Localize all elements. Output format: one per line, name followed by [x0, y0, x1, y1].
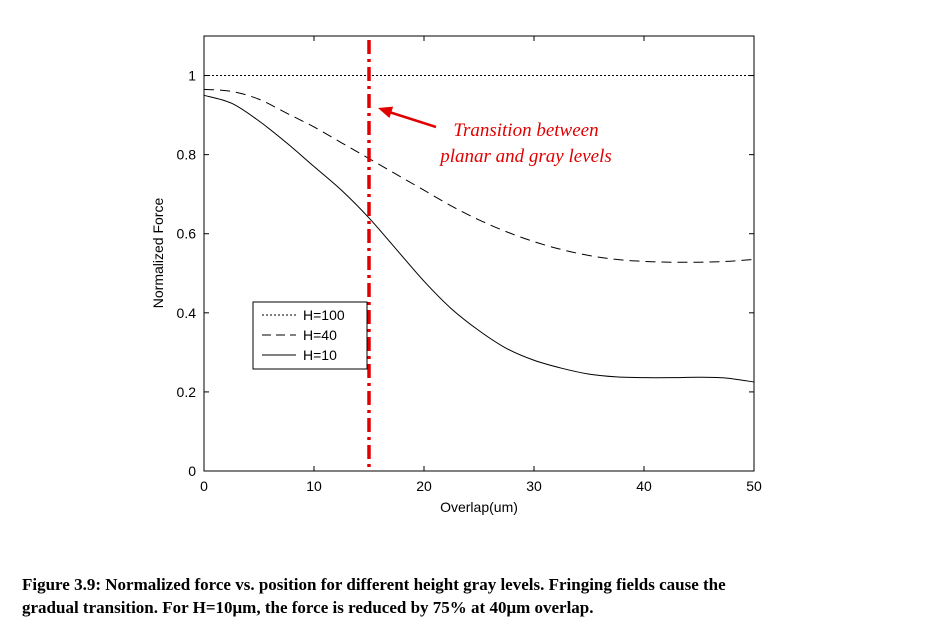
y-tick-label: 0.2: [177, 384, 197, 400]
y-tick-label: 0.4: [177, 305, 197, 321]
x-tick-label: 30: [526, 478, 542, 494]
series-line-h40: [203, 88, 755, 263]
x-axis-label: Overlap(um): [440, 499, 518, 515]
legend-box: [252, 301, 368, 370]
figure-caption: Figure 3.9: Normalized force vs. positio…: [22, 573, 927, 619]
series-line-h10: [203, 94, 755, 383]
annotation-layer: Transition between planar and gray levels: [367, 40, 612, 471]
x-tick-label: 0: [200, 478, 208, 494]
legend-label-h100: H=100: [303, 307, 345, 323]
series-layer: [203, 75, 755, 383]
legend: H=100 H=40 H=10: [252, 301, 368, 370]
x-tick-label: 20: [416, 478, 432, 494]
x-tick-label: 40: [636, 478, 652, 494]
legend-label-h40: H=40: [303, 327, 337, 343]
ticks-layer: 0 10 20 30 40 50 0 0.2 0.4 0.6 0.8 1: [177, 36, 762, 494]
caption-line-1: Figure 3.9: Normalized force vs. positio…: [22, 575, 726, 594]
x-tick-label: 10: [306, 478, 322, 494]
y-tick-label: 0.6: [177, 226, 197, 242]
y-axis-label: Normalized Force: [150, 198, 166, 309]
annotation-text-line: planar and gray levels: [438, 146, 612, 167]
y-tick-label: 0: [188, 463, 196, 479]
legend-label-h10: H=10: [303, 347, 337, 363]
y-tick-label: 1: [188, 68, 196, 84]
plot-area: [203, 35, 755, 472]
y-tick-label: 0.8: [177, 147, 197, 163]
chart: 0 10 20 30 40 50 0 0.2 0.4 0.6 0.8 1 Transition bet…: [150, 35, 762, 515]
annotation-arrow: [385, 109, 437, 129]
annotation-arrowhead: [378, 106, 394, 119]
x-tick-label: 50: [746, 478, 762, 494]
caption-line-2: gradual transition. For H=10μm, the forc…: [22, 598, 594, 617]
annotation-text-line: Transition between: [453, 120, 598, 141]
